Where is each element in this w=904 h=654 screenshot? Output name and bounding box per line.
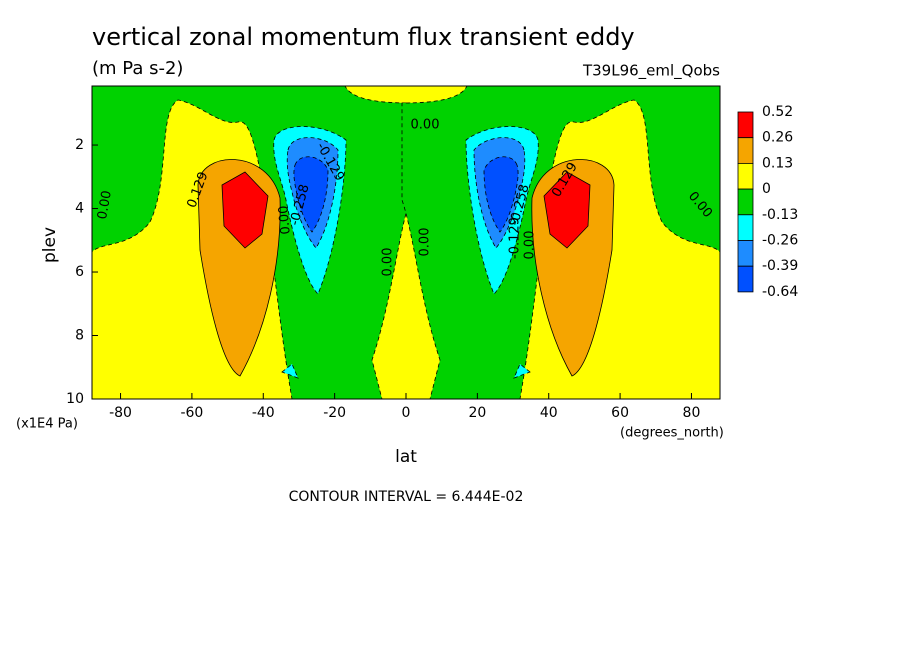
contour-label: 0.00 — [95, 189, 115, 220]
contour-region — [281, 363, 299, 379]
y-axis-units: (x1E4 Pa) — [16, 417, 78, 432]
y-tick-label: 4 — [75, 201, 84, 217]
colorbar-box — [737, 214, 754, 241]
x-tick-label: -20 — [323, 405, 346, 421]
contour-label: 0.00 — [381, 248, 396, 277]
x-tick-label: 40 — [540, 405, 558, 421]
contour-label: -0.129 — [508, 217, 523, 259]
colorbar-box — [737, 137, 754, 164]
x-tick-label: 20 — [468, 405, 486, 421]
colorbar-box — [737, 188, 754, 216]
contour-label: 0.00 — [523, 231, 538, 260]
y-tick-label: 6 — [75, 264, 84, 280]
contour-label: 0.00 — [411, 118, 440, 133]
colorbar-label: -0.39 — [762, 258, 798, 274]
contour-label: 0.00 — [418, 228, 433, 257]
colorbar-box — [737, 111, 754, 139]
y-tick-label: 8 — [75, 328, 84, 344]
contour-region — [293, 156, 329, 233]
right-half — [401, 86, 720, 399]
contour-label: 0.00 — [276, 205, 293, 235]
plot-area — [92, 86, 720, 399]
contour-region — [221, 171, 269, 249]
colorbar-label: -0.13 — [762, 207, 798, 223]
x-axis-units: (degrees_north) — [620, 426, 724, 441]
colorbar-box — [737, 162, 754, 190]
contour-region — [483, 156, 519, 233]
y-tick-label: 2 — [75, 137, 84, 153]
y-axis-label: plev — [40, 227, 60, 263]
x-tick-label: -40 — [252, 405, 275, 421]
x-tick-label: 0 — [402, 405, 411, 421]
contour-region — [543, 171, 591, 249]
left-half — [92, 86, 411, 399]
x-tick-label: 60 — [611, 405, 629, 421]
colorbar-label: -0.26 — [762, 233, 798, 249]
colorbar-label: 0.52 — [762, 104, 793, 120]
y-tick-label: 10 — [66, 391, 84, 407]
colorbar-label: 0.26 — [762, 130, 793, 146]
colorbar-label: 0.13 — [762, 155, 793, 171]
x-axis-label: lat — [395, 447, 417, 467]
run-label: T39L96_eml_Qobs — [582, 62, 720, 81]
x-tick-label: -60 — [180, 405, 203, 421]
colorbar-label: 0 — [762, 181, 771, 197]
contour-region — [513, 363, 531, 379]
colorbar-label: -0.64 — [762, 284, 798, 300]
colorbar-box — [737, 265, 754, 293]
x-tick-label: -80 — [109, 405, 132, 421]
footnote: CONTOUR INTERVAL = 6.444E-02 — [289, 489, 524, 505]
chart-title: vertical zonal momentum flux transient e… — [92, 23, 635, 51]
chart-subtitle: (m Pa s-2) — [92, 58, 183, 79]
x-tick-label: 80 — [683, 405, 701, 421]
colorbar-box — [737, 240, 754, 267]
